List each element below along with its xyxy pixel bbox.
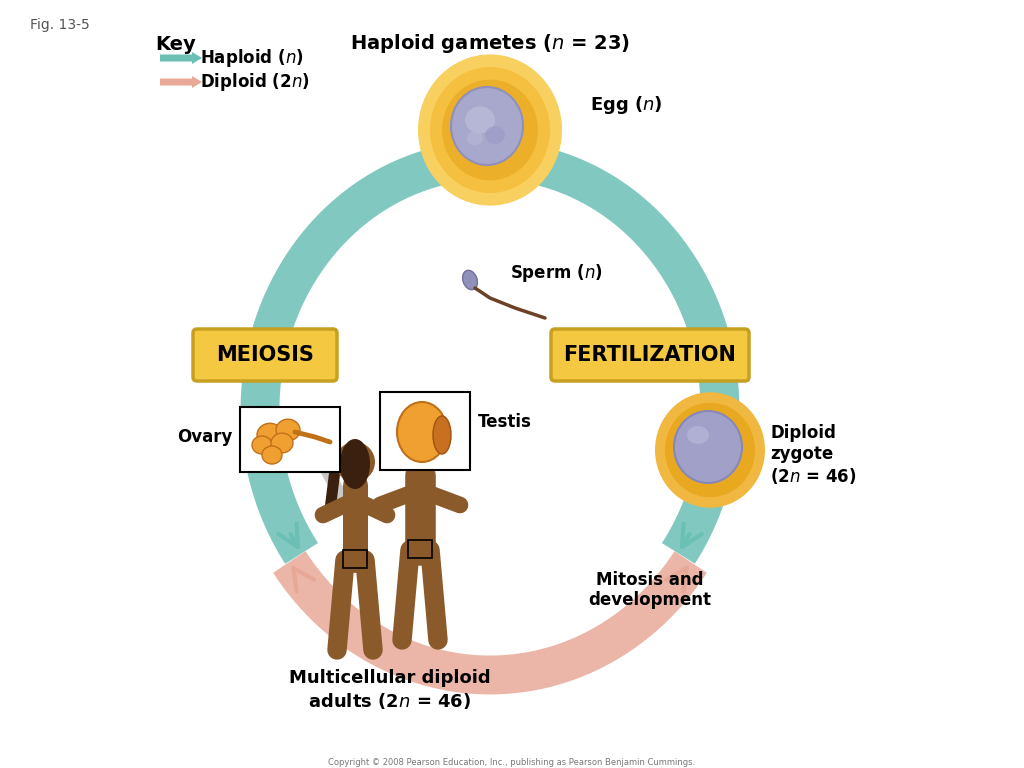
Text: Key: Key xyxy=(155,35,196,54)
Text: Sperm ($n$): Sperm ($n$) xyxy=(510,262,603,284)
Ellipse shape xyxy=(276,419,300,441)
Ellipse shape xyxy=(418,55,562,206)
FancyArrow shape xyxy=(160,52,202,64)
Text: Egg ($n$): Egg ($n$) xyxy=(590,94,663,116)
Ellipse shape xyxy=(687,426,709,444)
Text: Haploid gametes ($n$ = 23): Haploid gametes ($n$ = 23) xyxy=(350,32,630,55)
Ellipse shape xyxy=(674,411,742,483)
Ellipse shape xyxy=(271,433,293,453)
Ellipse shape xyxy=(433,416,451,454)
Text: Fig. 13-5: Fig. 13-5 xyxy=(30,18,90,32)
FancyArrow shape xyxy=(160,76,202,88)
Ellipse shape xyxy=(257,423,283,447)
Ellipse shape xyxy=(397,402,447,462)
Ellipse shape xyxy=(430,67,550,193)
Text: Mitosis and
development: Mitosis and development xyxy=(589,571,712,609)
Text: Diploid (2$n$): Diploid (2$n$) xyxy=(200,71,309,93)
Bar xyxy=(408,540,432,558)
Ellipse shape xyxy=(262,446,282,464)
Ellipse shape xyxy=(467,131,483,145)
Ellipse shape xyxy=(463,270,477,290)
Circle shape xyxy=(335,442,375,482)
Text: FERTILIZATION: FERTILIZATION xyxy=(563,345,736,365)
FancyBboxPatch shape xyxy=(551,329,749,381)
Bar xyxy=(343,550,367,568)
Ellipse shape xyxy=(665,402,755,497)
Text: Testis: Testis xyxy=(478,413,531,431)
Bar xyxy=(380,392,470,470)
FancyBboxPatch shape xyxy=(193,329,337,381)
Text: Haploid ($n$): Haploid ($n$) xyxy=(200,47,304,69)
Ellipse shape xyxy=(655,392,765,508)
Text: Ovary: Ovary xyxy=(176,428,232,446)
Ellipse shape xyxy=(442,80,538,180)
Bar xyxy=(240,407,340,472)
Circle shape xyxy=(400,432,440,472)
Text: Diploid
zygote
(2$n$ = 46): Diploid zygote (2$n$ = 46) xyxy=(770,424,856,486)
Ellipse shape xyxy=(451,87,523,165)
Text: Multicellular diploid
adults (2$n$ = 46): Multicellular diploid adults (2$n$ = 46) xyxy=(289,670,490,710)
Ellipse shape xyxy=(465,107,495,134)
Text: Copyright © 2008 Pearson Education, Inc., publishing as Pearson Benjamin Cumming: Copyright © 2008 Pearson Education, Inc.… xyxy=(329,758,695,767)
Ellipse shape xyxy=(485,126,505,144)
Text: MEIOSIS: MEIOSIS xyxy=(216,345,314,365)
Ellipse shape xyxy=(252,436,272,454)
Ellipse shape xyxy=(408,450,432,470)
Ellipse shape xyxy=(340,439,370,489)
